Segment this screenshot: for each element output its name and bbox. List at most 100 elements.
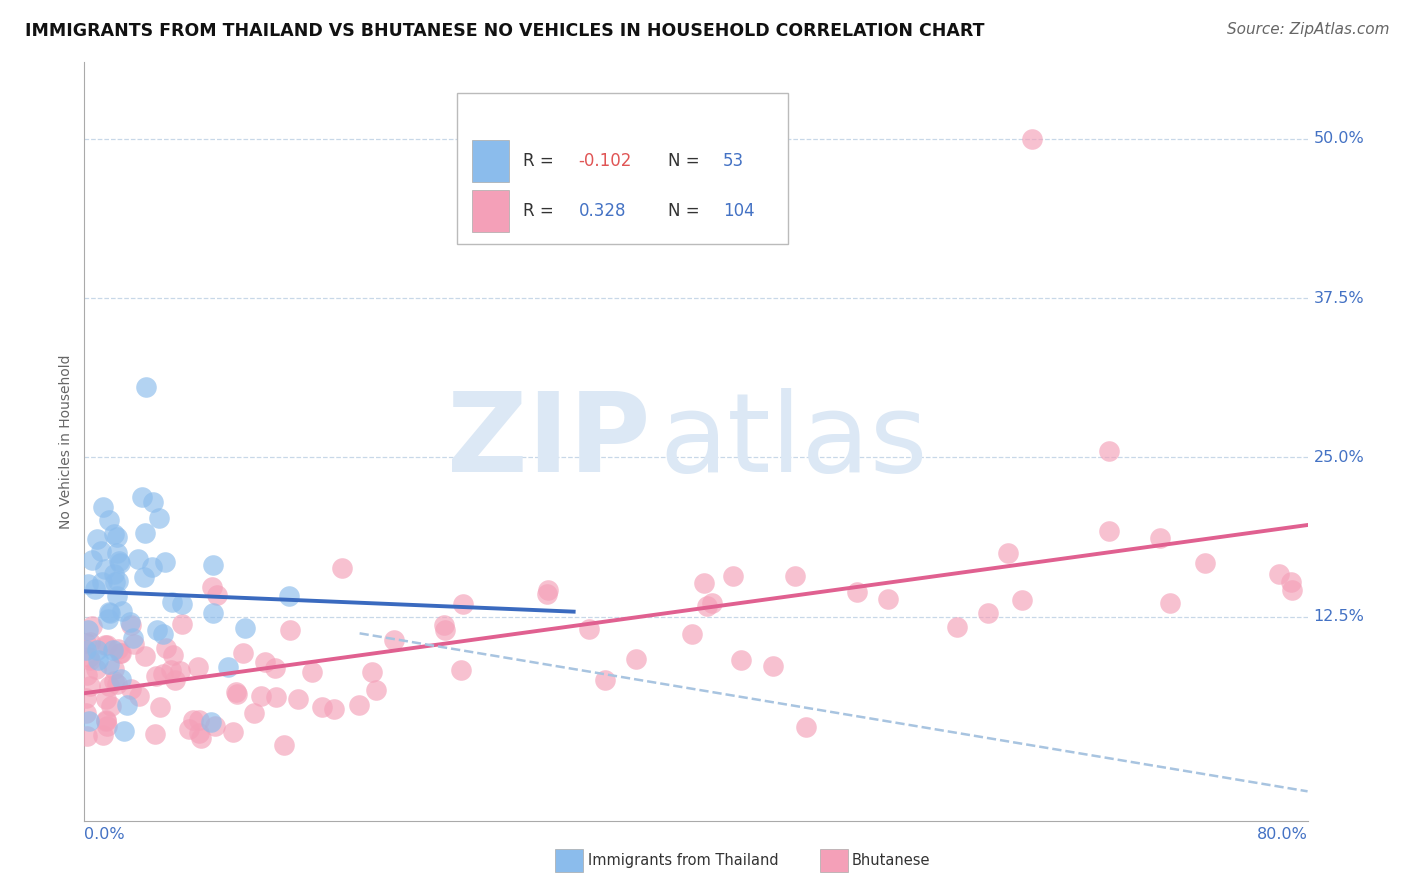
Text: -0.102: -0.102 (578, 152, 631, 170)
FancyBboxPatch shape (472, 190, 509, 232)
Point (149, 700, 172, 714)
Point (82, 619, 104, 633)
Text: IMMIGRANTS FROM THAILAND VS BHUTANESE NO VEHICLES IN HOUSEHOLD CORRELATION CHART: IMMIGRANTS FROM THAILAND VS BHUTANESE NO… (25, 22, 984, 40)
Text: 50.0%: 50.0% (1313, 131, 1364, 146)
Point (131, 491, 153, 505)
Point (217, 660, 239, 674)
Point (77, 577, 100, 591)
Point (120, 617, 142, 632)
Point (165, 673, 187, 687)
Text: Bhutanese: Bhutanese (852, 854, 931, 868)
Point (1011, 593, 1033, 607)
Point (977, 606, 1000, 620)
Point (143, 727, 166, 741)
Point (796, 720, 818, 734)
Point (105, 530, 128, 544)
Point (98, 679, 121, 693)
Point (134, 525, 156, 540)
Point (700, 596, 723, 610)
Point (169, 664, 191, 678)
Point (1149, 531, 1171, 545)
Point (96, 719, 118, 733)
Point (172, 617, 194, 632)
Point (142, 494, 165, 508)
Text: 25.0%: 25.0% (1313, 450, 1364, 465)
Text: Immigrants from Thailand: Immigrants from Thailand (588, 854, 779, 868)
Point (323, 702, 346, 716)
Point (97, 612, 120, 626)
Point (84, 582, 107, 596)
Point (876, 592, 898, 607)
Point (1268, 566, 1291, 581)
Point (1098, 524, 1121, 538)
Point (450, 663, 472, 677)
Text: 12.5%: 12.5% (1313, 609, 1365, 624)
Point (382, 632, 405, 647)
Point (110, 604, 132, 618)
Point (105, 546, 128, 560)
Point (103, 673, 125, 688)
Point (107, 574, 129, 588)
Point (76, 668, 98, 682)
Point (101, 642, 124, 657)
Point (207, 588, 229, 602)
Point (90, 575, 112, 590)
Point (96, 638, 118, 652)
Point (93, 562, 115, 576)
Text: N =: N = (668, 152, 704, 170)
Point (135, 380, 157, 394)
FancyBboxPatch shape (472, 140, 509, 182)
Point (626, 651, 648, 665)
Point (249, 689, 271, 703)
Point (104, 575, 127, 590)
Point (79, 634, 101, 648)
Point (349, 698, 371, 713)
Point (120, 682, 142, 697)
Point (783, 568, 806, 582)
Point (243, 706, 266, 720)
Point (1279, 575, 1302, 590)
Point (536, 587, 558, 601)
Point (98, 657, 121, 671)
Point (696, 599, 718, 614)
FancyBboxPatch shape (457, 93, 787, 244)
Point (360, 665, 382, 679)
Text: 37.5%: 37.5% (1313, 291, 1364, 306)
Point (179, 723, 201, 737)
Point (110, 646, 132, 660)
Point (100, 698, 122, 713)
Point (152, 667, 174, 681)
Point (162, 648, 184, 662)
Point (188, 714, 211, 728)
Point (134, 649, 156, 664)
Point (578, 622, 600, 636)
Point (128, 689, 150, 703)
Point (330, 561, 353, 575)
Point (1098, 444, 1121, 458)
Point (110, 672, 132, 686)
Point (264, 690, 287, 705)
Point (762, 659, 785, 673)
Point (124, 637, 146, 651)
Point (311, 700, 333, 714)
Point (141, 560, 163, 574)
Text: N =: N = (668, 202, 704, 220)
Point (87, 652, 110, 666)
Point (537, 582, 560, 597)
Text: 0.328: 0.328 (578, 202, 626, 220)
Point (721, 569, 744, 583)
Point (1159, 596, 1181, 610)
Point (105, 677, 128, 691)
Point (997, 546, 1019, 560)
Point (103, 527, 125, 541)
Point (91, 728, 114, 742)
Point (225, 685, 247, 699)
Point (94, 638, 117, 652)
Point (75, 636, 97, 650)
Point (107, 642, 129, 657)
Point (451, 597, 474, 611)
Point (364, 683, 387, 698)
Point (79, 653, 101, 667)
Point (201, 558, 224, 573)
Point (98, 606, 121, 620)
